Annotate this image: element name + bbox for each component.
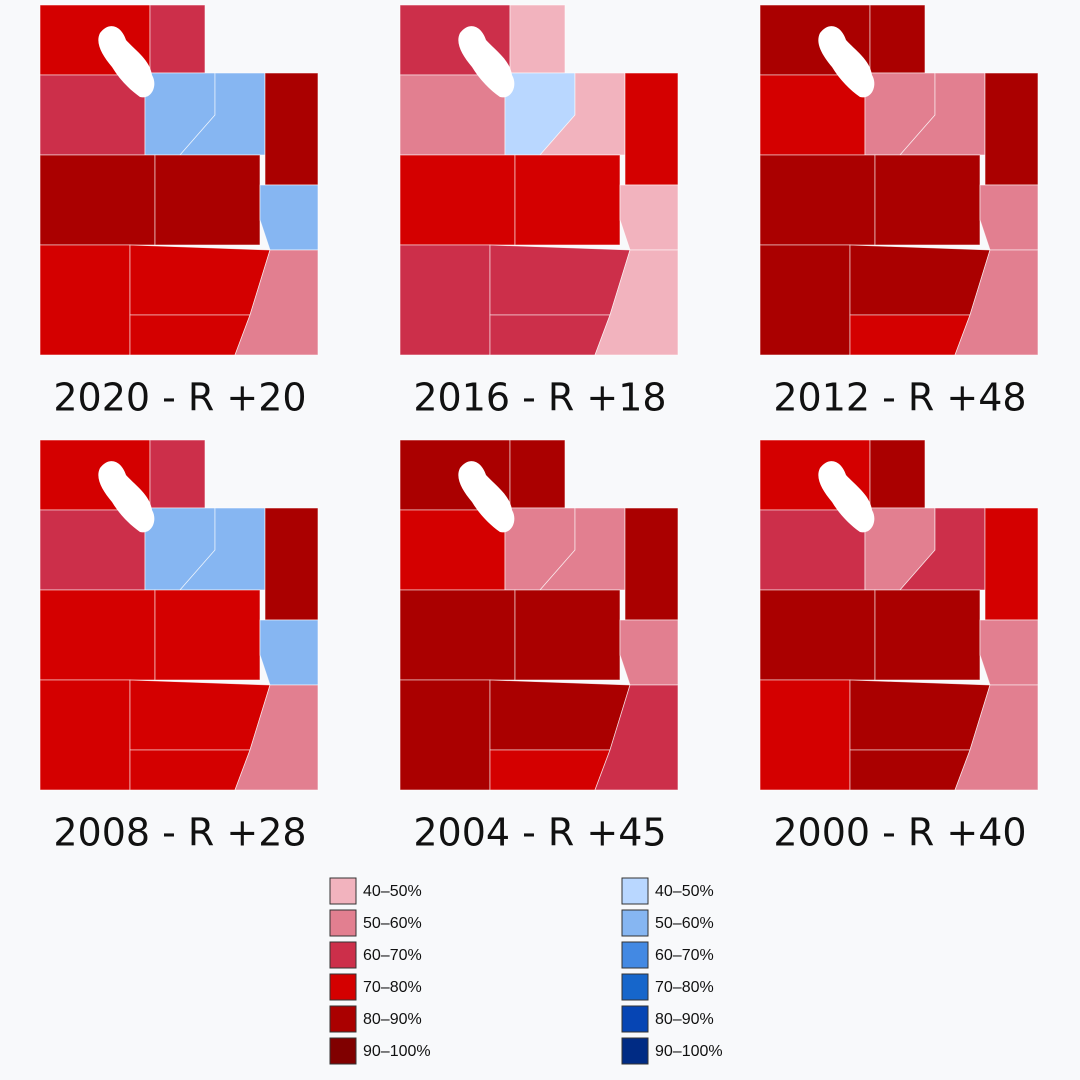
county [129, 314, 251, 356]
great-salt-lake [818, 26, 875, 98]
county [509, 439, 566, 509]
county [509, 4, 566, 74]
map-title: 2008 - R +28 [53, 811, 306, 855]
great-salt-lake [458, 461, 515, 533]
legend-label: 50–60% [363, 915, 422, 932]
legend-swatch [329, 909, 357, 937]
map-title: 2020 - R +20 [53, 376, 306, 420]
map-title: 2000 - R +40 [773, 811, 1026, 855]
map-title: 2004 - R +45 [413, 811, 666, 855]
county [39, 154, 156, 246]
county [979, 619, 1039, 686]
state-map [399, 439, 679, 791]
legend-label: 40–50% [363, 883, 422, 900]
county [264, 507, 319, 621]
county [399, 154, 516, 246]
great-salt-lake [458, 26, 515, 98]
county [489, 749, 611, 791]
county [489, 244, 631, 316]
county [234, 249, 319, 356]
county [259, 619, 319, 686]
county [259, 184, 319, 251]
county [39, 244, 131, 356]
county [849, 314, 971, 356]
map-title: 2012 - R +48 [773, 376, 1026, 420]
county [624, 507, 679, 621]
great-salt-lake [98, 461, 155, 533]
county [129, 749, 251, 791]
legend-swatch [621, 877, 649, 905]
county [514, 154, 621, 246]
county [869, 439, 926, 509]
county [399, 244, 491, 356]
county [954, 684, 1039, 791]
county [129, 679, 271, 751]
state-map [39, 4, 319, 356]
county [514, 589, 621, 681]
legend-swatch [621, 973, 649, 1001]
county [39, 589, 156, 681]
legend-label: 90–100% [363, 1043, 431, 1060]
great-salt-lake [98, 26, 155, 98]
county [149, 439, 206, 509]
county [489, 314, 611, 356]
county [759, 679, 851, 791]
state-map [759, 4, 1039, 356]
county [984, 507, 1039, 621]
county [399, 589, 516, 681]
legend-swatch [329, 973, 357, 1001]
county [399, 679, 491, 791]
county [759, 589, 876, 681]
county [979, 184, 1039, 251]
county [619, 184, 679, 251]
legend-swatch [621, 1005, 649, 1033]
legend-label: 80–90% [363, 1011, 422, 1028]
county [594, 684, 679, 791]
county [149, 4, 206, 74]
legend-swatch [621, 1037, 649, 1065]
legend-label: 90–100% [655, 1043, 723, 1060]
county [594, 249, 679, 356]
county [759, 244, 851, 356]
county [154, 589, 261, 681]
state-map [759, 439, 1039, 791]
legend-label: 70–80% [655, 979, 714, 996]
legend-swatch [329, 1005, 357, 1033]
legend-swatch [329, 877, 357, 905]
legend-swatch [329, 941, 357, 969]
county [759, 154, 876, 246]
county [489, 679, 631, 751]
county [39, 679, 131, 791]
legend-label: 80–90% [655, 1011, 714, 1028]
county [984, 72, 1039, 186]
county [849, 679, 991, 751]
county [264, 72, 319, 186]
county [874, 589, 981, 681]
state-map [399, 4, 679, 356]
legend-label: 40–50% [655, 883, 714, 900]
county [234, 684, 319, 791]
state-map [39, 439, 319, 791]
legend-label: 70–80% [363, 979, 422, 996]
county [129, 244, 271, 316]
county [869, 4, 926, 74]
legend-label: 50–60% [655, 915, 714, 932]
legend-label: 60–70% [655, 947, 714, 964]
legend-label: 60–70% [363, 947, 422, 964]
legend-swatch [621, 909, 649, 937]
map-title: 2016 - R +18 [413, 376, 666, 420]
county [874, 154, 981, 246]
county [849, 749, 971, 791]
great-salt-lake [818, 461, 875, 533]
county [954, 249, 1039, 356]
county [619, 619, 679, 686]
county [849, 244, 991, 316]
county [154, 154, 261, 246]
county [624, 72, 679, 186]
legend-swatch [621, 941, 649, 969]
legend-swatch [329, 1037, 357, 1065]
